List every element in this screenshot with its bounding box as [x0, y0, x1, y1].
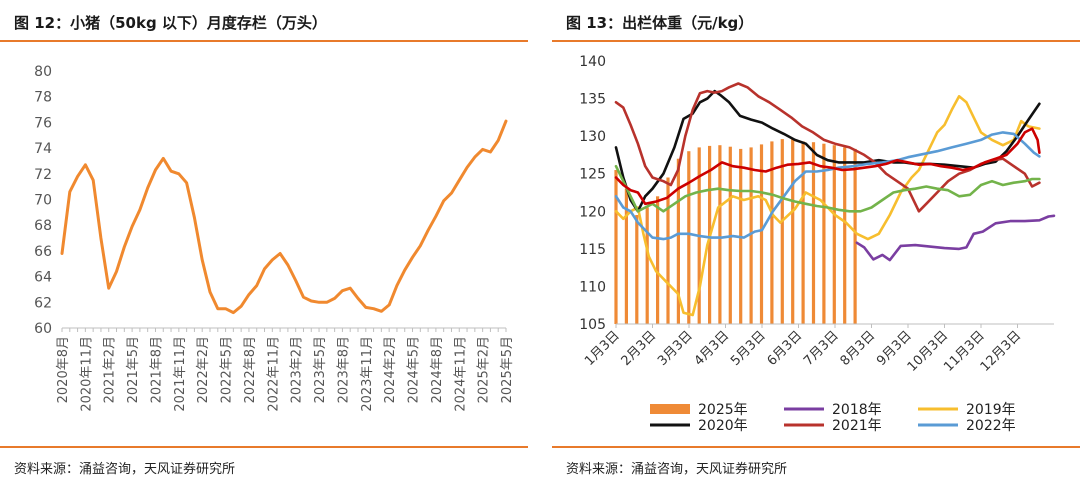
x-tick-label: 2023年2月: [290, 336, 305, 403]
x-tick-label: 2024年5月: [407, 336, 422, 403]
bar-2025: [780, 139, 784, 324]
chart-panel-piglet-inventory: 图 12：小猪（50kg 以下）月度存栏（万头） 60 62 64 66 68 70 72 7…: [0, 0, 528, 483]
series-line-2021: [614, 82, 1041, 213]
x-tick-label: 2020年11月: [79, 336, 94, 412]
series-line-2024: [614, 127, 1041, 206]
x-tick-label: 2023年5月: [313, 336, 328, 403]
slaughter-weight-chart: 105 110 115 120 125 130 135 140 1月3日2月3日3月3日4月3日…: [579, 54, 1056, 434]
x-tick-label: 2023年8月: [336, 336, 351, 403]
legend-label: 2021年: [832, 418, 882, 434]
x-tick-label: 3月3日: [655, 328, 696, 369]
y-tick-label: 115: [579, 242, 606, 258]
bar-2025: [822, 143, 826, 324]
y-tick-label: 125: [579, 167, 606, 183]
y-tick-label: 105: [579, 317, 606, 333]
bar-2025: [666, 177, 670, 324]
legend-label: 2022年: [966, 418, 1016, 434]
source-note: 资料来源：涌益咨询，天风证券研究所: [566, 462, 788, 477]
bar-2025: [811, 142, 816, 324]
y-tick-label: 66: [34, 244, 52, 260]
x-tick-label: 2022年11月: [266, 336, 281, 412]
bar-2025: [718, 145, 722, 324]
bar-2025: [749, 147, 753, 324]
x-tick-label: 2024年11月: [453, 336, 468, 412]
y-tick-label: 62: [34, 295, 52, 311]
chart-title: 图 13：出栏体重（元/kg）: [566, 14, 754, 32]
x-tick-label: 2021年11月: [173, 336, 188, 412]
bar-2025: [832, 145, 836, 324]
legend-swatch-2025: [650, 404, 690, 414]
x-tick-label: 2月3日: [619, 328, 660, 369]
legend-label: 2025年: [698, 402, 748, 418]
y-tick-label: 78: [34, 90, 52, 106]
title-divider: [552, 40, 1080, 42]
series-line-2018: [855, 214, 1056, 262]
bar-2025: [770, 141, 774, 324]
source-note: 资料来源：涌益咨询，天风证券研究所: [14, 462, 236, 477]
legend-label: 2018年: [832, 402, 882, 418]
bar-2025: [614, 170, 618, 324]
x-tick-label: 8月3日: [838, 328, 879, 369]
y-tick-label: 110: [579, 279, 606, 295]
y-tick-label: 70: [34, 193, 52, 209]
y-tick-label: 76: [34, 115, 52, 131]
x-tick-label: 2025年2月: [477, 336, 492, 403]
chart-title: 图 12：小猪（50kg 以下）月度存栏（万头）: [14, 14, 327, 32]
legend-label: 2020年: [698, 418, 748, 434]
y-tick-label: 72: [34, 167, 52, 183]
bar-2025: [645, 207, 649, 324]
x-tick-label: 2024年8月: [430, 336, 445, 403]
y-tick-label: 120: [579, 204, 606, 220]
y-tick-label: 68: [34, 218, 52, 234]
x-tick-label: 2021年2月: [103, 336, 118, 403]
x-tick-label: 2021年5月: [126, 336, 141, 403]
y-tick-label: 135: [579, 92, 606, 108]
x-tick-label: 2022年5月: [220, 336, 235, 403]
bar-2025: [853, 148, 857, 324]
series-line-piglet-inventory: [60, 119, 508, 315]
footer-divider: [552, 446, 1080, 448]
bar-2025: [656, 196, 660, 324]
bar-2025: [791, 138, 795, 324]
x-tick-label: 1月3日: [582, 328, 623, 369]
x-tick-label: 7月3日: [801, 328, 842, 369]
x-tick-label: 2020年8月: [56, 336, 71, 403]
bar-2025: [759, 144, 764, 324]
x-tick-label: 2021年8月: [149, 336, 164, 403]
x-tick-label: 12月3日: [978, 328, 1025, 375]
y-tick-label: 64: [34, 270, 52, 286]
y-tick-label: 74: [34, 141, 52, 157]
bar-2025: [687, 151, 691, 324]
x-tick-label: 5月3日: [728, 328, 769, 369]
bar-2025: [801, 141, 805, 324]
y-tick-label: 80: [34, 64, 52, 80]
x-tick-label: 4月3日: [692, 328, 733, 369]
x-tick-label: 2023年11月: [360, 336, 375, 412]
bar-2025: [676, 158, 680, 324]
x-tick-label: 2022年8月: [243, 336, 258, 403]
bar-2025: [624, 188, 628, 324]
y-tick-label: 60: [34, 321, 52, 337]
series-line-2022: [614, 131, 1041, 241]
series-line-2023: [614, 164, 1041, 213]
y-tick-label: 140: [579, 54, 606, 70]
bar-2025: [635, 215, 639, 324]
x-tick-label: 2025年5月: [500, 336, 515, 403]
piglet-inventory-chart: 60 62 64 66 68 70 72 74 76 78 80 2020年8月 2020年11月 202…: [34, 64, 515, 412]
series-line-2020: [614, 89, 1041, 213]
x-tick-label: 6月3日: [765, 328, 806, 369]
legend-label: 2019年: [966, 402, 1016, 418]
x-tick-label: 2022年2月: [196, 336, 211, 403]
bar-2025: [843, 147, 847, 324]
y-tick-label: 130: [579, 129, 606, 145]
footer-divider: [0, 446, 528, 448]
chart-panel-slaughter-weight: 图 13：出栏体重（元/kg） 105 110 115 120 125 130 135 140…: [552, 0, 1080, 483]
x-tick-label: 2024年2月: [383, 336, 398, 403]
title-divider: [0, 40, 528, 42]
